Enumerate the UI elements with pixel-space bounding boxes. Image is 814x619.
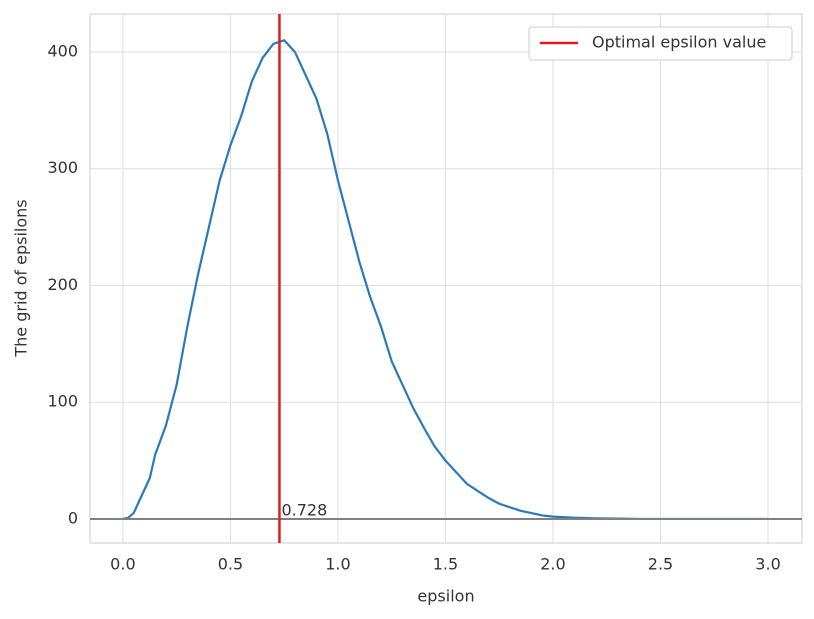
x-axis-label: epsilon [417,587,474,606]
legend-label: Optimal epsilon value [592,33,766,52]
legend-box [528,26,793,61]
x-tick-label: 0.5 [218,555,243,574]
y-tick-label: 0 [68,508,78,527]
x-tick-label: 2.0 [540,555,565,574]
x-tick-label: 1.5 [433,555,458,574]
y-axis-label: The grid of epsilons [12,199,31,357]
data-line [122,39,769,521]
x-tick-label: 3.0 [755,555,780,574]
x-tick-label: 1.0 [325,555,350,574]
y-tick-label: 200 [47,275,78,294]
y-tick-label: 100 [47,392,78,411]
annotation: 0.728 [281,500,327,519]
x-tick-label: 0.0 [110,555,135,574]
y-tick-label: 400 [47,41,78,60]
y-tick-label: 300 [47,158,78,177]
plot-area [89,13,803,544]
x-tick-label: 2.5 [648,555,673,574]
